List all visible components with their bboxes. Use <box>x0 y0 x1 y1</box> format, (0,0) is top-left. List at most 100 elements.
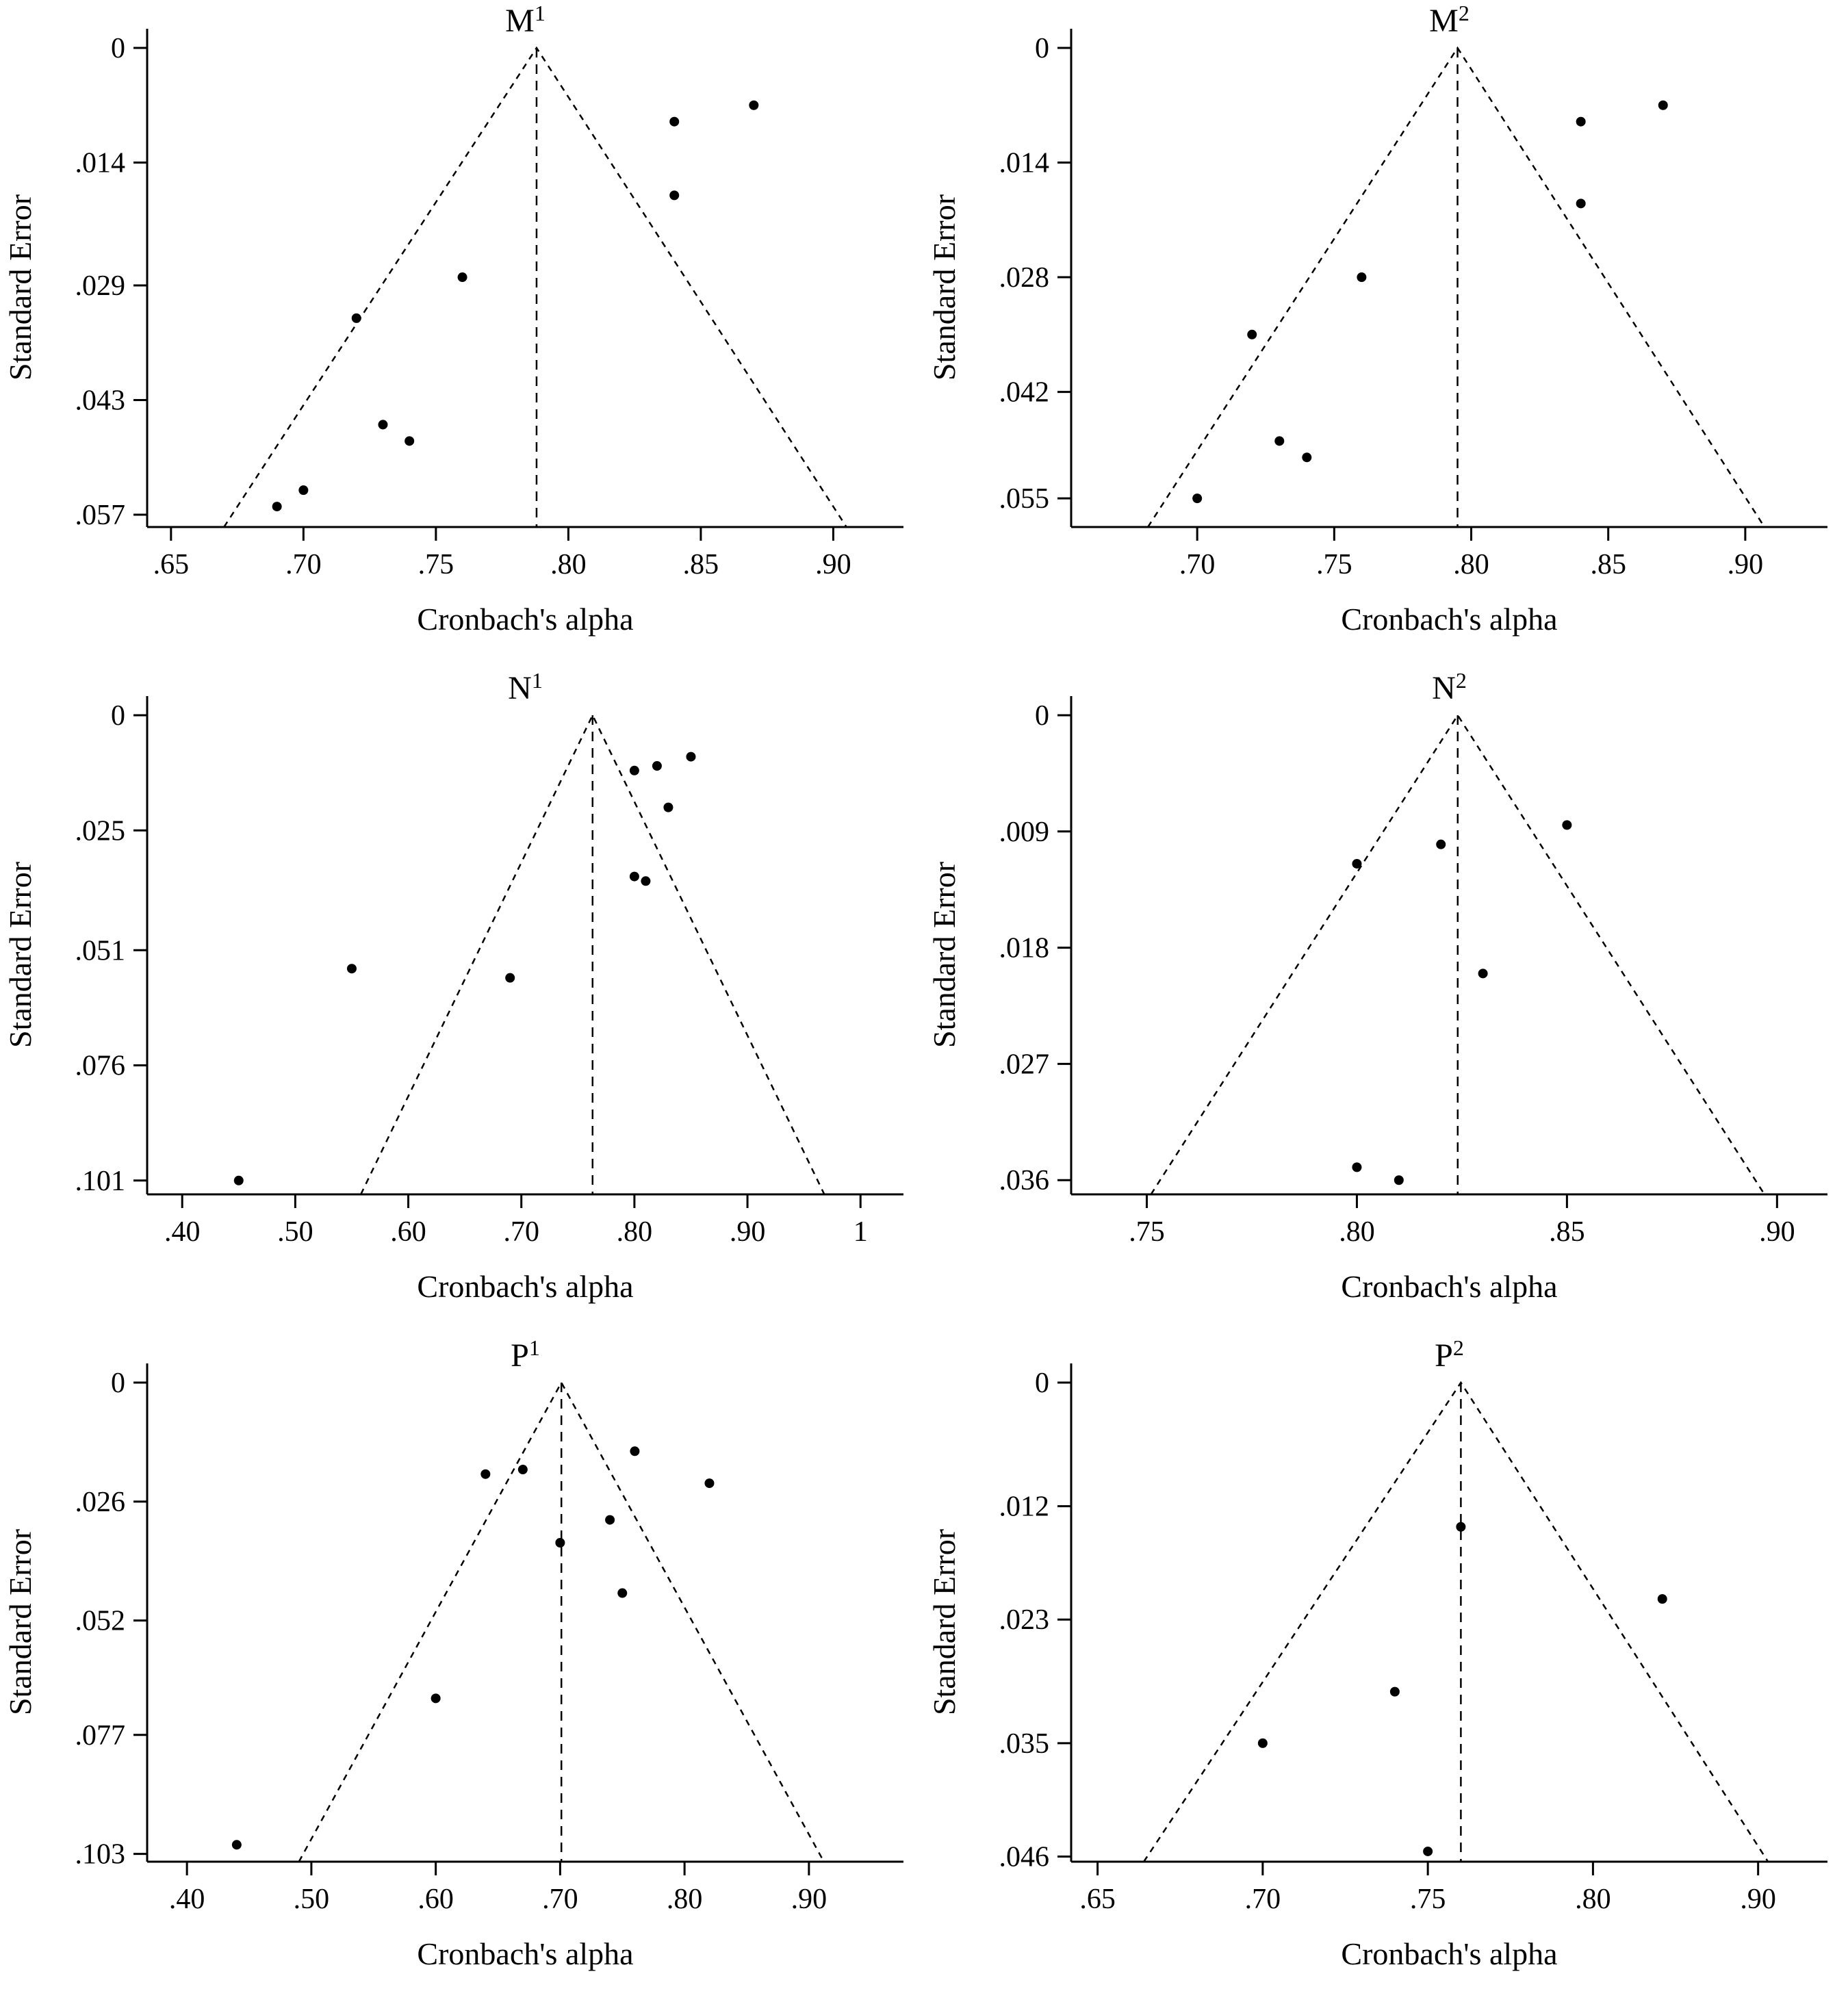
y-tick-label: .028 <box>999 262 1050 294</box>
data-point <box>1436 839 1446 849</box>
funnel-plot-n2: N2 Standard Error Cronbach's alpha .75 .80 .8… <box>924 667 1848 1335</box>
y-tick-label: 0 <box>111 700 125 732</box>
x-tick-label: .90 <box>1740 1884 1776 1915</box>
funnel-boundary-line <box>1143 1381 1769 1862</box>
x-tick-label: .70 <box>285 549 322 580</box>
data-point <box>1247 329 1257 339</box>
x-tick-label: .75 <box>418 549 454 580</box>
x-tick-label: .70 <box>503 1216 539 1248</box>
y-tick-label: .057 <box>75 500 126 531</box>
data-point <box>630 1446 640 1456</box>
p1-canvas: P1 Standard Error Cronbach's alpha .40 .50 .6… <box>3 1335 903 1971</box>
y-tick-label: .023 <box>999 1604 1050 1636</box>
funnel-plot-n1: N1 Standard Error Cronbach's alpha .40 .50 .6… <box>0 667 924 1335</box>
data-point <box>686 752 696 762</box>
y-tick-label: .012 <box>999 1491 1050 1523</box>
data-point <box>378 420 388 430</box>
data-point <box>749 100 759 110</box>
data-point <box>1357 272 1367 283</box>
x-tick-label: .70 <box>1245 1884 1281 1915</box>
x-tick-label: .50 <box>294 1884 330 1915</box>
data-point <box>298 485 309 496</box>
x-tick-label: .80 <box>1339 1216 1375 1248</box>
data-point <box>1352 1162 1362 1172</box>
y-tick-label: .103 <box>75 1839 126 1871</box>
y-tick-label: 0 <box>1035 700 1049 732</box>
x-tick-label: .90 <box>730 1216 766 1248</box>
x-tick-label: .65 <box>153 549 190 580</box>
y-tick-label: .101 <box>75 1166 126 1197</box>
plot-title: M1 <box>505 1 546 39</box>
x-tick-label: 1 <box>854 1216 868 1248</box>
data-point <box>405 436 415 446</box>
y-tick-label: .009 <box>999 817 1050 848</box>
x-tick-label: .70 <box>542 1884 578 1915</box>
y-tick-label: .055 <box>999 483 1050 515</box>
x-tick-label: .85 <box>683 549 719 580</box>
data-point <box>617 1588 628 1598</box>
data-point <box>346 964 357 974</box>
data-point <box>1389 1686 1400 1697</box>
y-tick-label: .036 <box>999 1165 1050 1196</box>
x-tick-label: .85 <box>1590 549 1626 580</box>
data-point <box>1274 436 1285 446</box>
funnel-plot-p1: P1 Standard Error Cronbach's alpha .40 .50 .6… <box>0 1335 924 2002</box>
x-axis-title: Cronbach's alpha <box>1341 1936 1557 1971</box>
y-tick-label: .029 <box>75 270 126 302</box>
x-tick-label: .90 <box>1728 549 1764 580</box>
data-point <box>1658 100 1668 110</box>
funnel-plot-p2: P2 Standard Error Cronbach's alpha .65 .70 .7… <box>924 1335 1848 2002</box>
x-tick-label: .80 <box>617 1216 653 1248</box>
plot-title: M2 <box>1429 1 1470 39</box>
data-point <box>351 313 361 323</box>
y-tick-label: .035 <box>999 1728 1050 1760</box>
data-point <box>629 871 639 882</box>
x-axis-title: Cronbach's alpha <box>417 602 633 637</box>
data-point <box>605 1515 615 1525</box>
x-tick-label: .90 <box>1759 1216 1795 1248</box>
x-tick-label: .60 <box>418 1884 454 1915</box>
x-tick-label: .90 <box>791 1884 827 1915</box>
data-point <box>272 502 282 512</box>
data-point <box>1657 1594 1667 1604</box>
y-tick-label: .051 <box>75 935 126 966</box>
funnel-boundary-line <box>1147 46 1765 528</box>
y-tick-label: .014 <box>75 148 126 179</box>
y-tick-label: 0 <box>111 33 125 64</box>
x-axis-title: Cronbach's alpha <box>417 1269 633 1304</box>
m1-canvas: M1 Standard Error Cronbach's alpha .65 .70 .7… <box>3 1 903 637</box>
plot-title: P2 <box>1435 1335 1464 1374</box>
y-tick-label: .027 <box>999 1049 1050 1080</box>
x-tick-label: .40 <box>164 1216 201 1248</box>
funnel-boundary-line <box>298 1381 825 1862</box>
x-tick-label: .90 <box>815 549 851 580</box>
x-tick-label: .75 <box>1316 549 1352 580</box>
x-tick-label: .75 <box>1410 1884 1446 1915</box>
y-tick-label: .014 <box>999 148 1050 179</box>
y-tick-label: .046 <box>999 1841 1050 1873</box>
data-point <box>1423 1846 1433 1856</box>
funnel-plot-m1: M1 Standard Error Cronbach's alpha .65 .70 .7… <box>0 0 924 667</box>
x-axis-title: Cronbach's alpha <box>1341 1269 1557 1304</box>
y-tick-label: .043 <box>75 385 126 417</box>
data-point <box>663 802 673 812</box>
x-tick-label: .60 <box>390 1216 426 1248</box>
data-point <box>233 1175 244 1185</box>
x-tick-label: .40 <box>169 1884 205 1915</box>
data-point <box>669 116 680 127</box>
data-point <box>1352 858 1362 869</box>
data-point <box>652 761 662 771</box>
y-axis-title: Standard Error <box>927 1529 962 1715</box>
data-point <box>641 876 651 886</box>
data-point <box>1562 820 1572 830</box>
data-point <box>431 1693 441 1704</box>
data-point <box>1257 1738 1268 1748</box>
funnel-boundary-line <box>223 46 847 528</box>
y-tick-label: .052 <box>75 1606 126 1637</box>
funnel-boundary-line <box>360 713 825 1195</box>
plot-title: N1 <box>508 668 543 706</box>
x-tick-label: .80 <box>1453 549 1489 580</box>
data-point <box>1302 452 1312 463</box>
n1-canvas: N1 Standard Error Cronbach's alpha .40 .50 .6… <box>3 668 903 1304</box>
y-tick-label: .076 <box>75 1051 126 1082</box>
